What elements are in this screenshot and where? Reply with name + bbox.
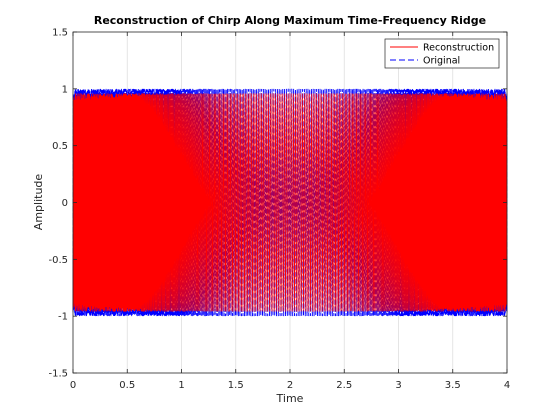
y-tick-label: 0 xyxy=(62,198,68,209)
y-tick-label: 1 xyxy=(62,84,68,95)
x-tick-label: 0 xyxy=(70,380,76,391)
x-tick-label: 3 xyxy=(395,380,401,391)
y-axis-label: Amplitude xyxy=(32,174,45,231)
series-reconstruction-line xyxy=(72,92,508,313)
y-tick-label: 0.5 xyxy=(52,141,68,152)
x-tick-label: 2 xyxy=(287,380,293,391)
x-axis-label: Time xyxy=(276,392,304,405)
legend-label-reconstruction: Reconstruction xyxy=(423,43,494,54)
x-tick-label: 3.5 xyxy=(445,380,461,391)
legend: Reconstruction Original xyxy=(384,38,500,69)
y-tick-label: 1.5 xyxy=(52,28,68,39)
y-tick-label: -0.5 xyxy=(48,255,68,266)
x-tick-label: 1.5 xyxy=(228,380,244,391)
chart-title: Reconstruction of Chirp Along Maximum Ti… xyxy=(94,14,486,27)
x-tick-label: 1 xyxy=(178,380,184,391)
legend-label-original: Original xyxy=(423,56,460,67)
y-tick-label: -1.5 xyxy=(48,369,68,380)
x-tick-label: 2.5 xyxy=(336,380,352,391)
axis-ticks: 0 0.5 1 1.5 2 2.5 3 3.5 4 -1.5 -1 -0.5 0 0.5 1 1.5 xyxy=(48,28,510,392)
data-series xyxy=(72,88,508,317)
legend-box xyxy=(384,38,500,69)
x-tick-label: 4 xyxy=(504,380,510,391)
y-tick-label: -1 xyxy=(58,312,68,323)
series-original-line xyxy=(72,88,508,317)
x-tick-label: 0.5 xyxy=(119,380,135,391)
